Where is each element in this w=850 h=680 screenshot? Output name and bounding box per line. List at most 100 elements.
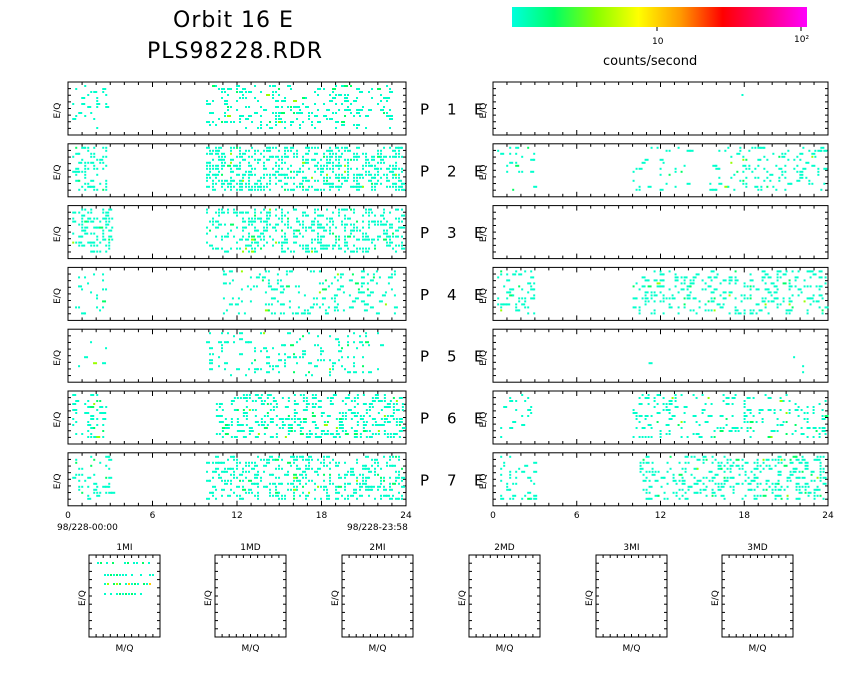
spectrogram-pixel xyxy=(281,208,284,211)
spectrogram-pixel xyxy=(401,146,404,149)
spectrogram-pixel xyxy=(353,473,356,476)
spectrogram-pixel xyxy=(356,229,359,232)
spectrogram-pixel xyxy=(320,461,323,464)
spectrogram-pixel xyxy=(368,344,371,347)
spectrogram-pixel xyxy=(272,146,275,149)
spectrogram-pixel xyxy=(224,250,229,253)
spectrogram-pixel xyxy=(690,485,693,488)
spectrogram-pixel xyxy=(801,470,804,473)
x-tick-label: 24 xyxy=(400,511,412,521)
spectrogram-pixel xyxy=(341,400,344,402)
spectrogram-pixel xyxy=(381,294,386,297)
spectrogram-pixel xyxy=(230,400,235,402)
spectrogram-pixel xyxy=(353,397,356,399)
spectrogram-pixel xyxy=(102,300,107,303)
spectrogram-pixel xyxy=(242,88,247,90)
spectrogram-pixel xyxy=(771,482,774,485)
spectrogram-pixel xyxy=(731,403,734,405)
spectrogram-pixel xyxy=(102,238,107,241)
spectrogram-pixel xyxy=(353,235,356,238)
mq-pixel xyxy=(140,574,142,576)
spectrogram-pixel xyxy=(696,491,699,494)
spectrogram-pixel xyxy=(674,394,677,396)
spectrogram-pixel xyxy=(320,214,325,217)
spectrogram-pixel xyxy=(347,161,350,164)
spectrogram-pixel xyxy=(377,103,380,105)
spectrogram-pixel xyxy=(386,167,391,170)
spectrogram-pixel xyxy=(302,226,305,229)
spectrogram-pixel xyxy=(311,238,314,241)
spectrogram-pixel xyxy=(374,424,379,426)
spectrogram-pixel xyxy=(786,494,789,497)
spectrogram-pixel xyxy=(338,427,343,429)
spectrogram-pixel xyxy=(810,470,815,473)
spectrogram-pixel xyxy=(78,473,81,476)
spectrogram-pixel xyxy=(371,488,374,491)
spectrogram-pixel xyxy=(302,356,305,359)
spectrogram-pixel xyxy=(263,149,266,152)
spectrogram-pixel xyxy=(317,146,320,149)
spectrogram-pixel xyxy=(317,121,322,123)
spectrogram-pixel xyxy=(221,332,224,335)
spectrogram-pixel xyxy=(776,424,779,426)
spectrogram-pixel xyxy=(305,476,308,479)
spectrogram-pixel xyxy=(360,291,365,294)
spectrogram-pixel xyxy=(369,279,374,282)
spectrogram-pixel xyxy=(221,155,224,158)
spectrogram-pixel xyxy=(632,436,635,438)
spectrogram-pixel xyxy=(365,430,368,432)
spectrogram-pixel xyxy=(215,176,218,179)
spectrogram-pixel xyxy=(75,461,78,464)
spectrogram-pixel xyxy=(764,288,769,291)
spectrogram-pixel xyxy=(318,291,321,294)
spectrogram-pixel xyxy=(215,173,220,176)
x-tick-label: 6 xyxy=(574,511,580,521)
spectrogram-pixel xyxy=(257,161,260,164)
spectrogram-pixel xyxy=(278,121,283,123)
spectrogram-pixel xyxy=(284,365,287,368)
spectrogram-pixel xyxy=(212,121,215,123)
spectrogram-pixel xyxy=(305,433,308,435)
spectrogram-pixel xyxy=(263,464,268,467)
spectrogram-pixel xyxy=(377,464,380,467)
spectrogram-pixel xyxy=(99,241,102,244)
spectrogram-pixel xyxy=(344,461,347,464)
spectrogram-pixel xyxy=(393,273,396,276)
spectrogram-pixel xyxy=(377,430,380,432)
spectrogram-pixel xyxy=(389,244,392,247)
spectrogram-pixel xyxy=(792,455,797,458)
spectrogram-pixel xyxy=(641,276,646,279)
spectrogram-pixel xyxy=(393,306,398,309)
spectrogram-pixel xyxy=(93,403,96,405)
spectrogram-pixel xyxy=(263,458,266,461)
spectrogram-pixel xyxy=(377,223,380,226)
spectrogram-pixel xyxy=(296,155,299,158)
spectrogram-pixel xyxy=(383,476,386,479)
spectrogram-pixel xyxy=(811,182,814,185)
spectrogram-pixel xyxy=(254,149,257,152)
spectrogram-pixel xyxy=(821,297,824,300)
spectrogram-pixel xyxy=(221,97,224,99)
spectrogram-pixel xyxy=(719,415,724,417)
spectrogram-pixel xyxy=(377,461,380,464)
spectrogram-pixel xyxy=(329,146,332,149)
spectrogram-pixel xyxy=(332,164,335,167)
spectrogram-pixel xyxy=(96,167,99,170)
spectrogram-pixel xyxy=(266,356,271,359)
spectrogram-pixel xyxy=(338,164,343,167)
spectrogram-pixel xyxy=(816,455,819,458)
mq-pixel xyxy=(107,583,109,585)
spectrogram-pixel xyxy=(332,244,337,247)
spectrogram-pixel xyxy=(527,312,530,315)
spectrogram-pixel xyxy=(500,494,503,497)
spectrogram-pixel xyxy=(105,244,108,247)
spectrogram-pixel xyxy=(362,467,367,470)
spectrogram-pixel xyxy=(305,106,310,108)
spectrogram-pixel xyxy=(281,247,284,250)
spectrogram-pixel xyxy=(78,244,81,247)
spectrogram-pixel xyxy=(326,415,331,417)
spectrogram-pixel xyxy=(395,182,398,185)
mq-panel-title: 3MD xyxy=(747,543,767,553)
spectrogram-pixel xyxy=(317,220,320,223)
spectrogram-pixel xyxy=(266,211,271,214)
